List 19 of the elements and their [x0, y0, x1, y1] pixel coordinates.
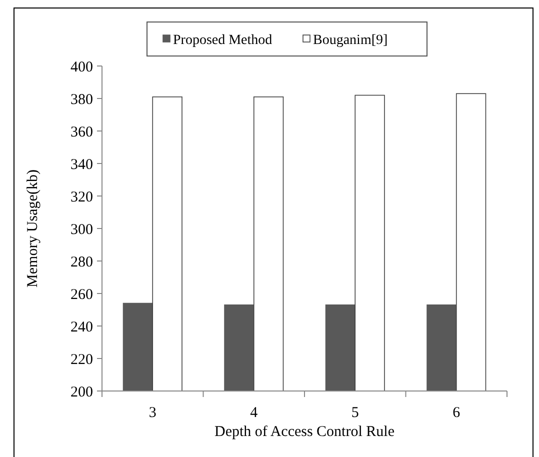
- y-tick-label: 300: [70, 222, 93, 238]
- x-tick-label: 3: [148, 405, 156, 421]
- x-tick-label: 6: [452, 405, 461, 421]
- y-tick-label: 280: [70, 254, 93, 270]
- y-tick-label: 220: [70, 352, 93, 368]
- legend-label: Proposed Method: [173, 32, 272, 48]
- x-axis-title: Depth of Access Control Rule: [214, 424, 395, 440]
- x-tick-label: 5: [351, 405, 359, 421]
- y-tick-label: 320: [70, 189, 93, 206]
- y-tick-label: 260: [70, 286, 93, 303]
- y-axis-title: Memory Usage(kb): [25, 170, 41, 288]
- y-tick-label: 400: [70, 59, 93, 76]
- y-tick-label: 380: [70, 92, 93, 108]
- y-tick-label: 200: [70, 384, 93, 400]
- y-tick-label: 360: [70, 124, 93, 140]
- y-tick-label: 340: [70, 156, 93, 173]
- y-tick-label: 240: [70, 319, 93, 336]
- x-tick-label: 4: [250, 405, 258, 421]
- legend-label: Bouganim[9]: [313, 32, 388, 48]
